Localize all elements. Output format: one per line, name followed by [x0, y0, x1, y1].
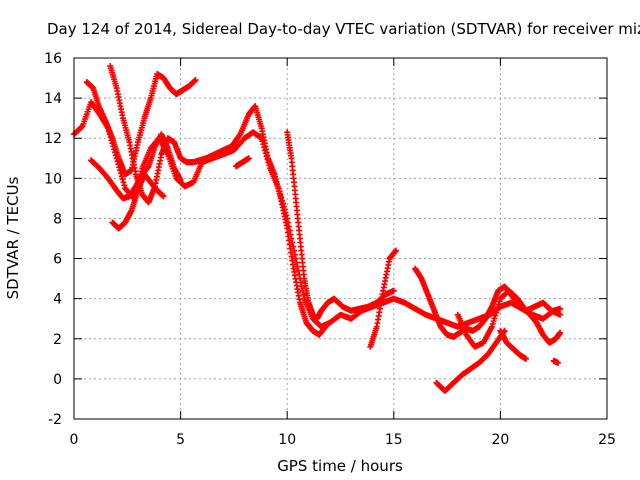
x-tick-label: 10: [278, 432, 296, 448]
x-axis-label: GPS time / hours: [277, 457, 403, 475]
data-points: [71, 63, 564, 394]
y-tick-label: -2: [48, 412, 62, 428]
data-point: [557, 305, 564, 312]
series-track-h: [412, 265, 564, 346]
data-point: [493, 309, 500, 316]
data-point: [490, 318, 497, 325]
data-point: [390, 287, 397, 294]
y-tick-label: 8: [53, 211, 62, 227]
plot-frame: [73, 57, 608, 420]
series-track-k: [497, 327, 529, 362]
grid-lines: [74, 58, 607, 419]
data-point: [192, 77, 199, 84]
data-point: [293, 259, 300, 266]
data-point: [492, 312, 499, 319]
data-point: [494, 304, 501, 311]
data-point: [118, 173, 125, 180]
data-point: [392, 247, 399, 254]
data-point: [495, 301, 502, 308]
data-point: [491, 315, 498, 322]
data-point: [295, 267, 302, 274]
x-tick-label: 15: [385, 432, 403, 448]
data-point: [322, 323, 329, 330]
data-point: [557, 329, 564, 336]
series-track-j: [454, 287, 564, 350]
data-point: [291, 251, 298, 258]
y-tick-label: 2: [53, 332, 62, 348]
y-tick-label: 12: [44, 131, 62, 147]
data-point: [245, 155, 252, 162]
data-point: [300, 291, 307, 298]
series-track-e: [109, 171, 167, 232]
data-point: [121, 182, 128, 189]
data-point: [554, 359, 561, 366]
data-point: [120, 179, 127, 186]
y-tick-label: 4: [53, 292, 62, 308]
series-track-i: [433, 327, 508, 394]
data-point: [292, 255, 299, 262]
series-track-l: [550, 357, 561, 366]
data-point: [489, 320, 496, 327]
series-track-c: [107, 63, 329, 338]
data-point: [119, 176, 126, 183]
x-tick-label: 0: [70, 432, 79, 448]
data-point: [160, 193, 167, 200]
y-axis-label: SDTVAR / TECUs: [4, 176, 22, 299]
data-point: [522, 355, 529, 362]
y-tick-label: 0: [53, 372, 62, 388]
data-point: [557, 311, 564, 318]
series-track-f: [284, 129, 397, 322]
data-point: [493, 306, 500, 313]
x-tick-label: 5: [176, 432, 185, 448]
data-point: [496, 298, 503, 305]
series-track-m: [233, 155, 252, 170]
data-point: [78, 123, 85, 130]
x-tick-label: 20: [491, 432, 509, 448]
y-tick-label: 14: [44, 91, 62, 107]
y-tick-label: 16: [44, 51, 62, 67]
x-tick-label: 25: [598, 432, 616, 448]
data-point: [488, 323, 495, 330]
data-point: [298, 283, 305, 290]
data-point: [177, 177, 184, 184]
y-tick-label: 10: [44, 171, 62, 187]
chart-title: Day 124 of 2014, Sidereal Day-to-day VTE…: [47, 20, 640, 38]
axis-ticks: -2 0 2 4 6 8 10 12 14 16 0 5 10 15 20 25: [44, 51, 616, 448]
y-tick-label: 6: [53, 252, 62, 268]
series-track-g: [367, 247, 399, 350]
data-point: [294, 263, 301, 270]
